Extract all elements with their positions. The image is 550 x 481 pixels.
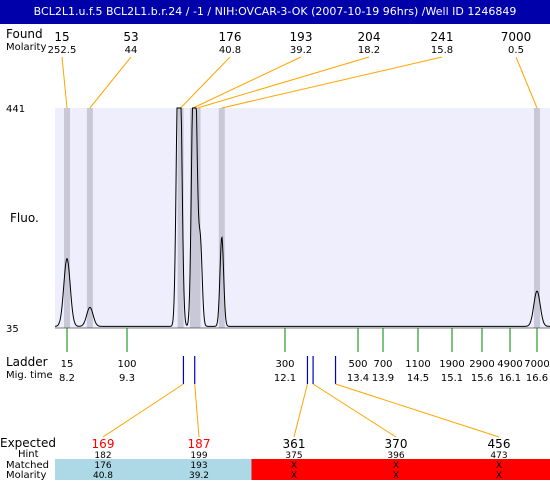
found-molarity-label: 15.8: [431, 45, 453, 56]
molarity-value: X: [291, 471, 297, 480]
matched-value: X: [393, 461, 399, 471]
expected-label: Expected: [0, 436, 56, 450]
hint-label: Hint: [18, 449, 39, 460]
molarity-value: X: [393, 471, 399, 480]
matched-value: X: [496, 461, 502, 471]
found-size-label: 176: [219, 30, 242, 44]
found-connector: [90, 57, 131, 108]
found-molarity-label: 39.2: [290, 45, 312, 56]
ladder-size-label: 100: [117, 359, 136, 370]
ladder-size-label: 4900: [497, 359, 522, 370]
ladder-time-label: 15.6: [471, 373, 493, 384]
ladder-size-label: 1100: [405, 359, 430, 370]
found-size-label: 241: [431, 30, 454, 44]
ladder-size-label: 1900: [439, 359, 464, 370]
y-tick-bottom: 35: [6, 324, 19, 335]
hint-value: 375: [285, 451, 302, 461]
matched-value: 176: [94, 461, 111, 471]
found-connector: [222, 57, 442, 108]
ladder-time-label: 13.4: [347, 373, 369, 384]
found-connector: [516, 57, 537, 108]
ladder-time-label: 8.2: [59, 373, 75, 384]
hint-value: 199: [190, 451, 207, 461]
expected-connector: [294, 384, 307, 437]
found-size-label: 15: [54, 30, 69, 44]
peak-band: [195, 108, 201, 328]
y-tick-top: 441: [6, 104, 25, 115]
molarity-value: 39.2: [189, 471, 209, 480]
ladder-time-label: 14.5: [407, 373, 429, 384]
ladder-time-label: 15.1: [441, 373, 463, 384]
found-size-label: 7000: [501, 30, 532, 44]
matched-value: X: [291, 461, 297, 471]
mig-time-label: Mig. time: [6, 370, 53, 381]
peak-band: [534, 108, 540, 328]
ladder-time-label: 16.6: [526, 373, 548, 384]
ladder-time-label: 12.1: [274, 373, 296, 384]
matched-value: 193: [190, 461, 207, 471]
found-molarity-label: 0.5: [508, 45, 524, 56]
ladder-time-label: 13.9: [372, 373, 394, 384]
matched-cell-bg: [55, 459, 252, 480]
found-connector: [62, 57, 67, 108]
expected-connector: [195, 384, 199, 437]
found-molarity-label: 40.8: [219, 45, 241, 56]
expected-size-label: 169: [92, 437, 115, 451]
ladder-size-label: 300: [275, 359, 294, 370]
molarity-bottom-label: Molarity: [6, 470, 46, 481]
expected-size-label: 370: [385, 437, 408, 451]
found-molarity-label: 252.5: [48, 45, 77, 56]
molarity-value: X: [496, 471, 502, 480]
molarity-label: Molarity: [6, 42, 46, 53]
found-size-label: 53: [123, 30, 138, 44]
ladder-size-label: 15: [61, 359, 74, 370]
ladder-time-label: 16.1: [499, 373, 521, 384]
hint-value: 182: [94, 451, 111, 461]
fluo-axis-label: Fluo.: [10, 211, 39, 225]
found-size-label: 193: [290, 30, 313, 44]
molarity-value: 40.8: [93, 471, 113, 480]
peak-band: [64, 108, 70, 328]
ladder-size-label: 7000: [524, 359, 549, 370]
expected-size-label: 456: [488, 437, 511, 451]
ladder-time-label: 9.3: [119, 373, 135, 384]
expected-connector: [336, 384, 499, 437]
found-molarity-label: 18.2: [358, 45, 380, 56]
ladder-label: Ladder: [6, 355, 48, 369]
expected-connector: [103, 384, 183, 437]
ladder-size-label: 700: [373, 359, 392, 370]
expected-size-label: 187: [188, 437, 211, 451]
hint-value: 396: [387, 451, 404, 461]
expected-connector: [313, 384, 396, 437]
peak-band: [219, 108, 225, 328]
found-label: Found: [6, 27, 43, 41]
expected-size-label: 361: [283, 437, 306, 451]
peak-band: [87, 108, 93, 328]
hint-value: 473: [490, 451, 507, 461]
ladder-size-label: 500: [348, 359, 367, 370]
plot-area: [55, 108, 550, 328]
found-size-label: 204: [358, 30, 381, 44]
found-molarity-label: 44: [125, 45, 138, 56]
ladder-size-label: 2900: [469, 359, 494, 370]
